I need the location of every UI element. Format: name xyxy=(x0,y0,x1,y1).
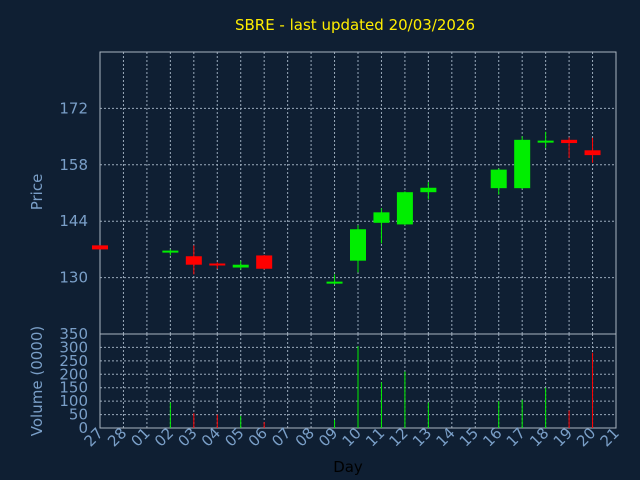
candle xyxy=(514,136,531,189)
candle xyxy=(232,260,249,270)
candle xyxy=(561,137,578,158)
x-axis-label: Day xyxy=(333,458,363,476)
price-axis: 130 144 158 172 xyxy=(59,99,88,286)
candle-body xyxy=(561,139,578,144)
candle-body xyxy=(162,250,179,253)
candle xyxy=(420,182,437,200)
price-axis-label: Price xyxy=(28,174,46,211)
volume-tick-label: 0 xyxy=(78,419,88,437)
candle-body xyxy=(514,139,531,189)
candle-body xyxy=(232,264,249,268)
candles xyxy=(92,131,601,285)
candle-body xyxy=(420,187,437,193)
volume-bars xyxy=(169,346,594,428)
candle xyxy=(537,131,554,148)
price-tick-label: 158 xyxy=(59,156,88,174)
candle xyxy=(396,191,413,226)
candle xyxy=(373,208,390,244)
candle-body xyxy=(185,256,202,265)
candle-body xyxy=(373,212,390,223)
price-grid xyxy=(99,52,617,334)
candle-body xyxy=(209,263,226,266)
volume-tick-label: 200 xyxy=(59,365,88,383)
candle xyxy=(326,274,343,285)
candle xyxy=(162,249,179,256)
candle-body xyxy=(92,245,108,250)
candle xyxy=(490,168,507,195)
candle xyxy=(584,137,601,163)
candle-body xyxy=(584,150,601,156)
volume-tick-label: 250 xyxy=(59,352,88,370)
volume-tick-label: 50 xyxy=(69,406,88,424)
candle-body xyxy=(490,169,507,189)
candle xyxy=(256,255,273,270)
x-axis: 2728010203040506070809101112131415161718… xyxy=(81,424,623,450)
chart-title: SBRE - last updated 20/03/2026 xyxy=(235,16,475,34)
price-tick-label: 144 xyxy=(59,212,88,230)
candle-body xyxy=(396,192,413,225)
candle-body xyxy=(350,229,366,261)
candle xyxy=(350,225,366,273)
volume-tick-label: 100 xyxy=(59,392,88,410)
price-tick-label: 172 xyxy=(59,99,88,117)
candle-body xyxy=(256,255,273,269)
candle xyxy=(92,245,108,250)
candle xyxy=(185,245,202,275)
volume-tick-label: 300 xyxy=(59,338,88,356)
candle-body xyxy=(326,281,343,284)
candle-body xyxy=(537,140,554,143)
price-tick-label: 130 xyxy=(59,269,88,287)
volume-tick-label: 150 xyxy=(59,379,88,397)
volume-axis-label: Volume (0000) xyxy=(28,326,46,436)
candle xyxy=(209,262,226,269)
volume-tick-label: 350 xyxy=(59,325,88,343)
